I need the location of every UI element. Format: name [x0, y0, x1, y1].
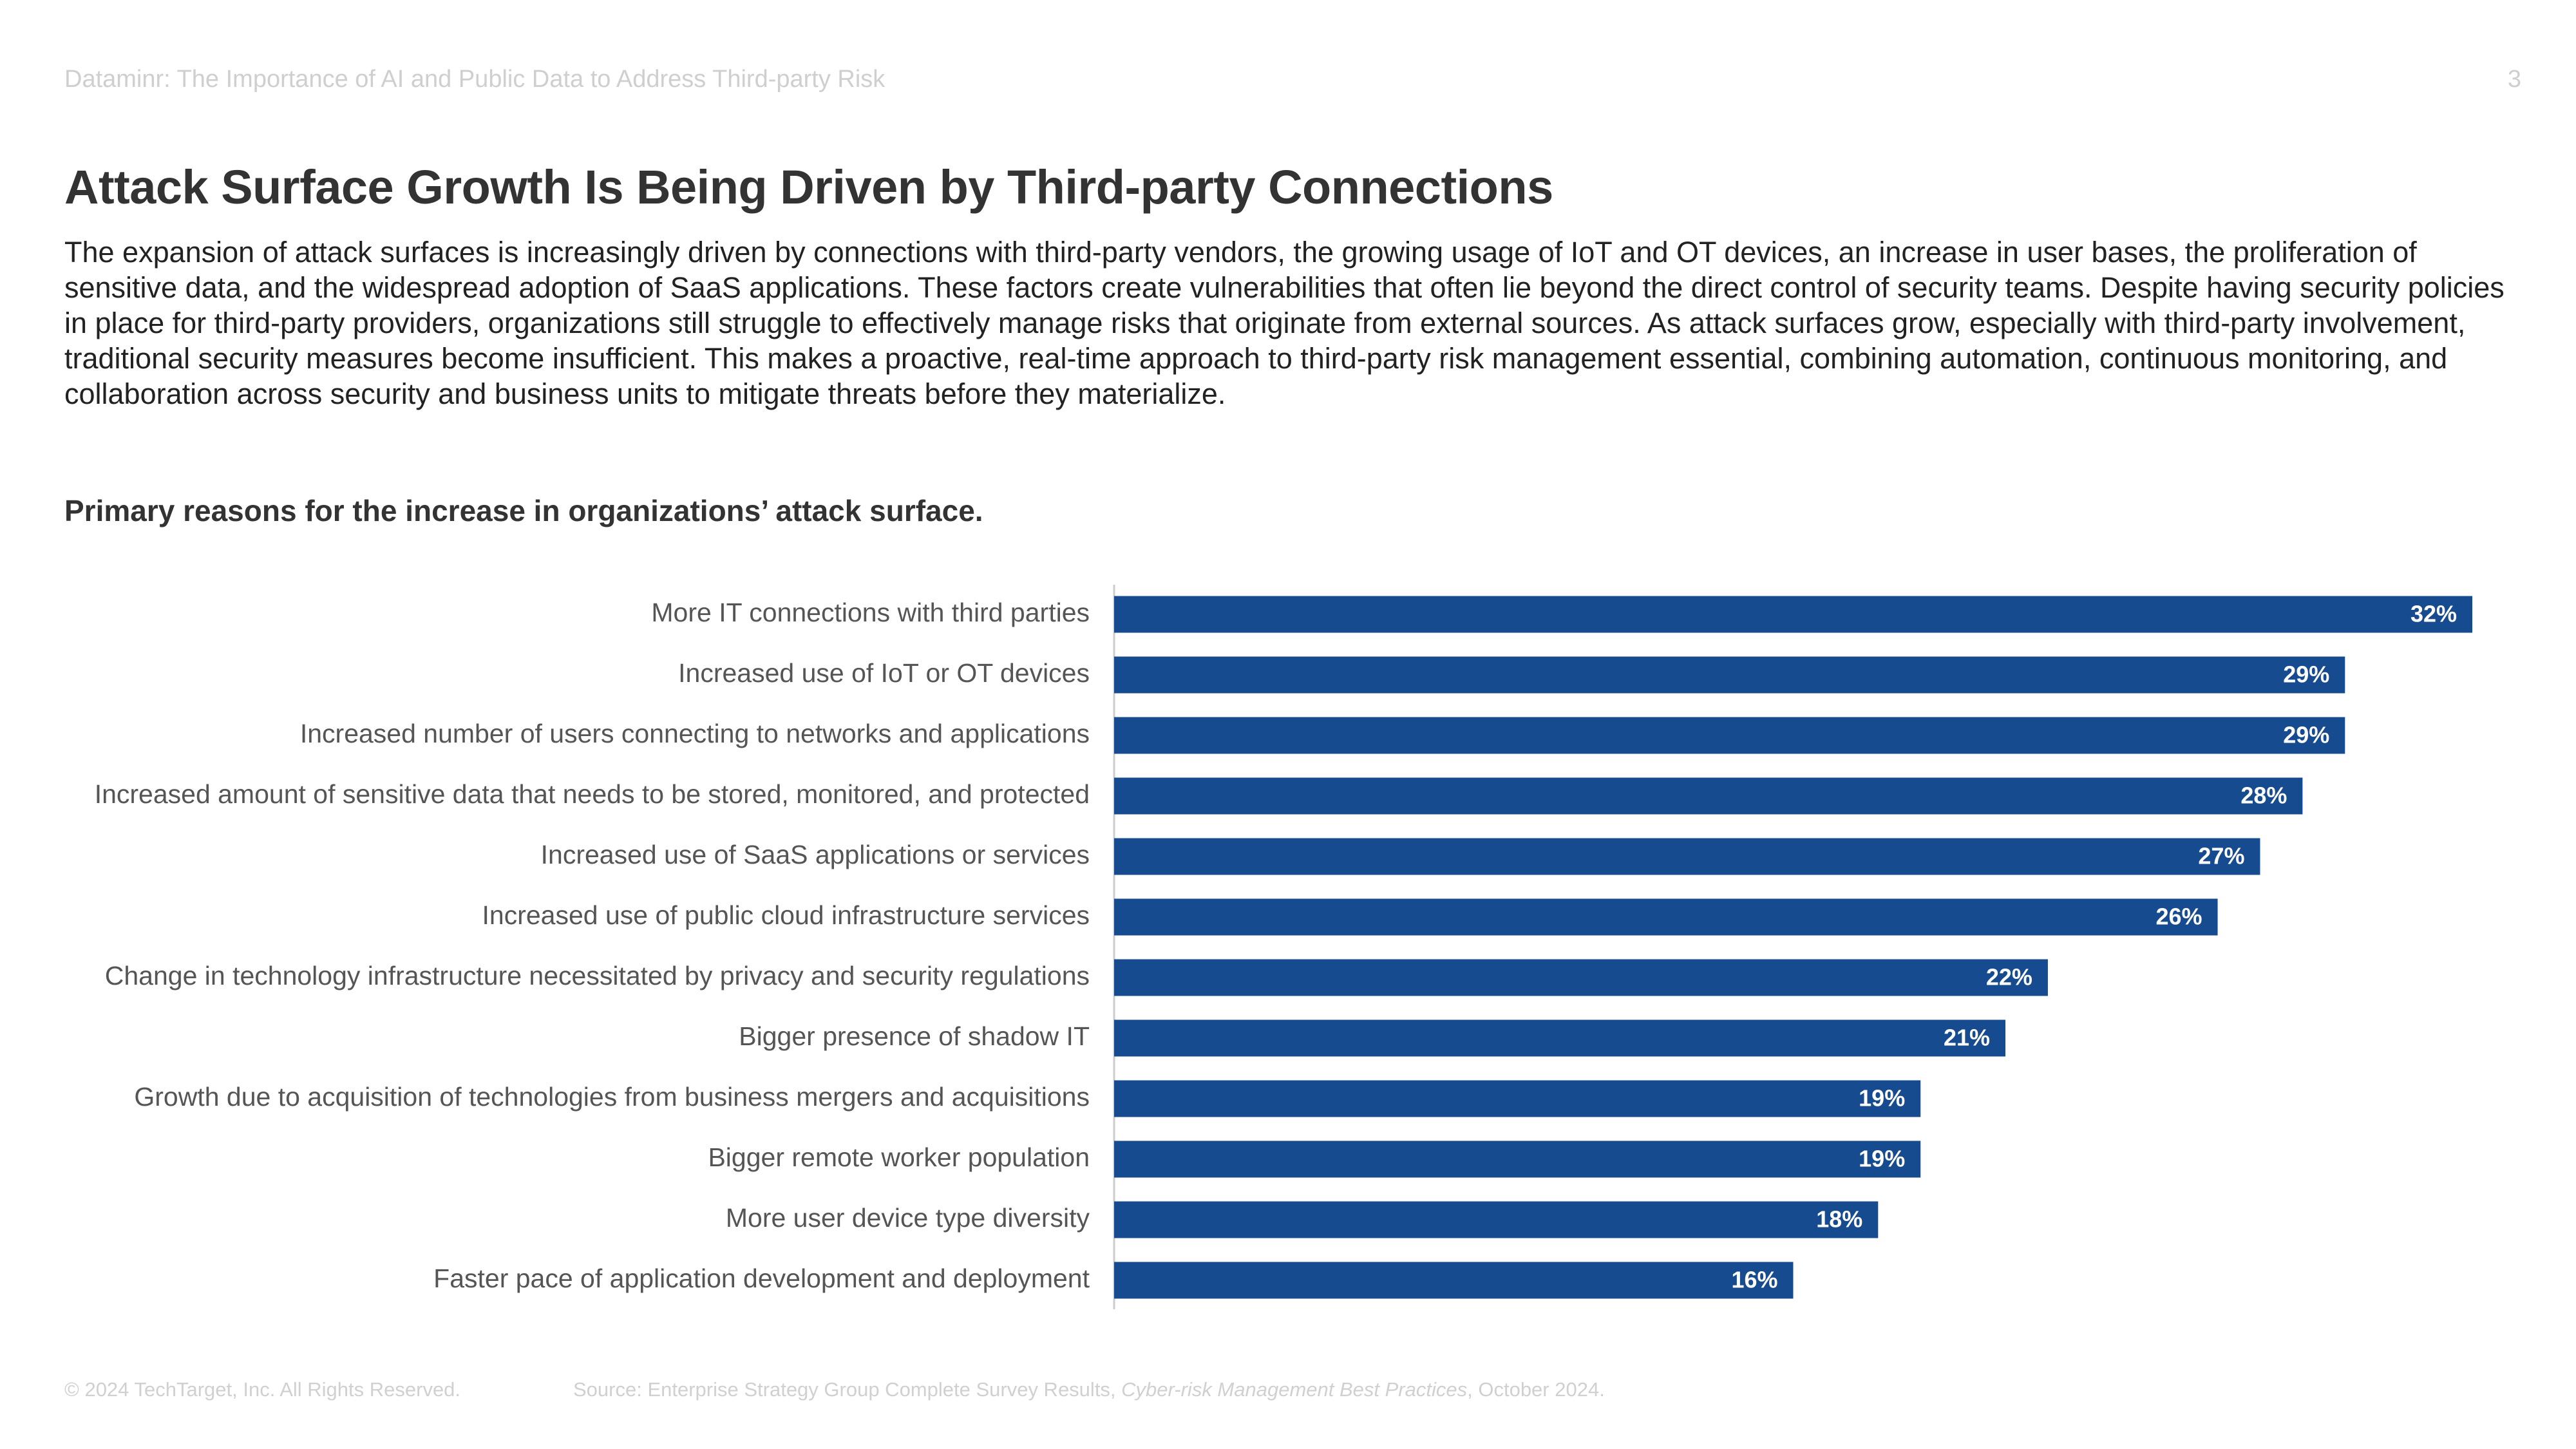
- body-text: The expansion of attack surfaces is incr…: [64, 236, 2505, 410]
- value-label: 27%: [2198, 843, 2244, 869]
- bar: [1114, 1019, 2006, 1057]
- value-label: 29%: [2283, 722, 2329, 748]
- running-header: Dataminr: The Importance of AI and Publi…: [64, 66, 886, 93]
- bar: [1114, 1262, 1794, 1299]
- value-label: 22%: [1986, 964, 2032, 990]
- category-label: More user device type diversity: [726, 1203, 1090, 1233]
- source-prefix: Source: Enterprise Strategy Group Comple…: [573, 1378, 1122, 1401]
- source-title: Cyber-risk Management Best Practices: [1121, 1378, 1468, 1401]
- category-label: Increased use of SaaS applications or se…: [541, 840, 1090, 869]
- copyright: © 2024 TechTarget, Inc. All Rights Reser…: [64, 1378, 461, 1401]
- value-label: 26%: [2156, 904, 2202, 930]
- value-label: 19%: [1859, 1085, 1905, 1112]
- category-label: Increased use of public cloud infrastruc…: [482, 900, 1090, 930]
- source: Source: Enterprise Strategy Group Comple…: [573, 1378, 1605, 1401]
- page-number: 3: [2507, 66, 2521, 93]
- chart-title: Primary reasons for the increase in orga…: [64, 494, 983, 527]
- value-label: 32%: [2410, 601, 2457, 627]
- category-label: Increased number of users connecting to …: [300, 719, 1090, 748]
- source-suffix: , October 2024.: [1467, 1378, 1605, 1401]
- category-label: Change in technology infrastructure nece…: [105, 961, 1090, 990]
- value-label: 18%: [1816, 1206, 1862, 1233]
- value-label: 29%: [2283, 661, 2329, 688]
- bar: [1114, 838, 2260, 875]
- category-label: Increased use of IoT or OT devices: [678, 658, 1090, 688]
- bar: [1114, 656, 2345, 694]
- bar: [1114, 717, 2345, 754]
- bar: [1114, 1141, 1921, 1178]
- bar: [1114, 596, 2472, 633]
- value-label: 19%: [1859, 1146, 1905, 1172]
- bar: [1114, 1080, 1921, 1117]
- category-label: Faster pace of application development a…: [433, 1264, 1090, 1293]
- category-label: Bigger remote worker population: [708, 1142, 1090, 1172]
- value-label: 16%: [1731, 1267, 1777, 1293]
- bar: [1114, 959, 2048, 996]
- category-label: Growth due to acquisition of technologie…: [134, 1082, 1090, 1112]
- page-title: Attack Surface Growth Is Being Driven by…: [64, 160, 1553, 214]
- value-label: 28%: [2240, 782, 2287, 809]
- bar: [1114, 777, 2303, 815]
- category-label: More IT connections with third parties: [651, 598, 1090, 627]
- bar: [1114, 1201, 1879, 1238]
- category-label: Bigger presence of shadow IT: [739, 1021, 1090, 1051]
- category-label: Increased amount of sensitive data that …: [95, 779, 1090, 809]
- bar: [1114, 898, 2218, 936]
- value-label: 21%: [1944, 1025, 1990, 1051]
